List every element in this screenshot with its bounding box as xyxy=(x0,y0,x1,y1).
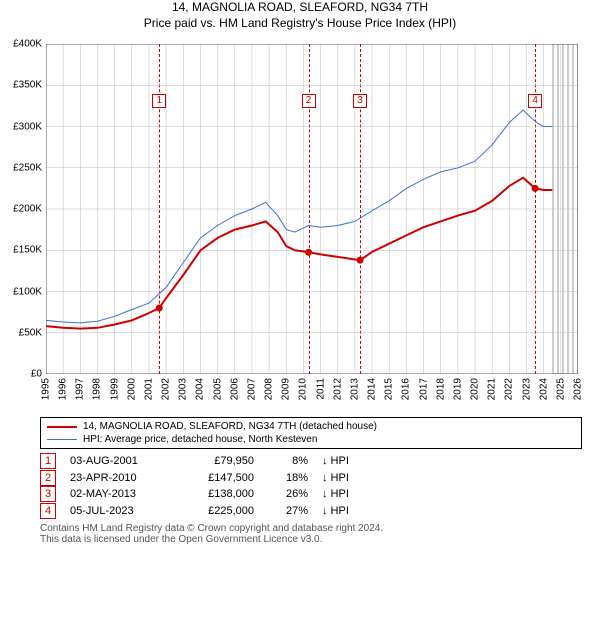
x-axis-tick: 2015 xyxy=(384,378,395,400)
transaction-price: £225,000 xyxy=(184,503,254,520)
y-axis-tick: £150K xyxy=(13,245,46,256)
y-axis-tick: £50K xyxy=(19,327,46,338)
transaction-price: £79,950 xyxy=(184,453,254,470)
transaction-date: 23-APR-2010 xyxy=(70,470,170,487)
transaction-date: 05-JUL-2023 xyxy=(70,503,170,520)
transaction-row: 2 23-APR-2010 £147,500 18% ↓ HPI xyxy=(40,470,582,487)
x-axis-tick: 2002 xyxy=(161,378,172,400)
transaction-index: 4 xyxy=(40,503,56,519)
footer-line2: This data is licensed under the Open Gov… xyxy=(40,534,582,545)
x-axis-tick: 2023 xyxy=(521,378,532,400)
transaction-delta: 8% xyxy=(268,453,308,470)
x-axis-tick: 2013 xyxy=(349,378,360,400)
x-axis-tick: 1997 xyxy=(75,378,86,400)
x-axis-tick: 2025 xyxy=(555,378,566,400)
transaction-row: 3 02-MAY-2013 £138,000 26% ↓ HPI xyxy=(40,486,582,503)
transaction-delta: 18% xyxy=(268,470,308,487)
y-axis-tick: £400K xyxy=(13,39,46,50)
legend-swatch xyxy=(47,426,77,428)
x-axis-tick: 1999 xyxy=(109,378,120,400)
x-axis-tick: 2018 xyxy=(435,378,446,400)
x-axis-tick: 1996 xyxy=(58,378,69,400)
y-axis-tick: £200K xyxy=(13,204,46,215)
x-axis-tick: 2008 xyxy=(264,378,275,400)
transaction-table: 1 03-AUG-2001 £79,950 8% ↓ HPI 2 23-APR-2010 £1… xyxy=(40,453,582,519)
transaction-index: 3 xyxy=(40,486,56,502)
legend-label: 14, MAGNOLIA ROAD, SLEAFORD, NG34 7TH (d… xyxy=(83,420,377,433)
x-axis-tick: 2019 xyxy=(452,378,463,400)
transaction-marker-label: 2 xyxy=(302,94,316,108)
transaction-date: 03-AUG-2001 xyxy=(70,453,170,470)
transaction-vs-hpi: ↓ HPI xyxy=(322,453,349,470)
legend-item: 14, MAGNOLIA ROAD, SLEAFORD, NG34 7TH (d… xyxy=(47,420,575,433)
x-axis-tick: 2003 xyxy=(178,378,189,400)
x-axis-tick: 2007 xyxy=(246,378,257,400)
x-axis-tick: 1998 xyxy=(92,378,103,400)
legend-label: HPI: Average price, detached house, Nort… xyxy=(83,433,317,446)
transaction-vs-hpi: ↓ HPI xyxy=(322,470,349,487)
x-axis-tick: 2009 xyxy=(281,378,292,400)
transaction-delta: 26% xyxy=(268,486,308,503)
legend-item: HPI: Average price, detached house, Nort… xyxy=(47,433,575,446)
x-axis-tick: 2016 xyxy=(401,378,412,400)
transaction-index: 2 xyxy=(40,470,56,486)
x-axis-tick: 2006 xyxy=(229,378,240,400)
transaction-price: £147,500 xyxy=(184,470,254,487)
x-axis-tick: 2004 xyxy=(195,378,206,400)
chart-legend: 14, MAGNOLIA ROAD, SLEAFORD, NG34 7TH (d… xyxy=(40,417,582,449)
y-axis-tick: £250K xyxy=(13,162,46,173)
x-axis-tick: 2001 xyxy=(143,378,154,400)
chart-plot-area: £0£50K£100K£150K£200K£250K£300K£350K£400… xyxy=(46,44,578,374)
title-line2: Price paid vs. HM Land Registry's House … xyxy=(0,16,600,32)
title-line1: 14, MAGNOLIA ROAD, SLEAFORD, NG34 7TH xyxy=(0,0,600,16)
transaction-delta: 27% xyxy=(268,503,308,520)
x-axis-tick: 2012 xyxy=(332,378,343,400)
y-axis-tick: £350K xyxy=(13,80,46,91)
x-axis-tick: 2005 xyxy=(212,378,223,400)
legend-swatch xyxy=(47,439,77,440)
x-axis-tick: 2010 xyxy=(298,378,309,400)
footer-line1: Contains HM Land Registry data © Crown c… xyxy=(40,523,582,534)
transaction-row: 4 05-JUL-2023 £225,000 27% ↓ HPI xyxy=(40,503,582,520)
y-axis-tick: £100K xyxy=(13,286,46,297)
transaction-marker-label: 4 xyxy=(528,94,542,108)
transaction-row: 1 03-AUG-2001 £79,950 8% ↓ HPI xyxy=(40,453,582,470)
transaction-vs-hpi: ↓ HPI xyxy=(322,486,349,503)
x-axis-tick: 2024 xyxy=(538,378,549,400)
chart-title: 14, MAGNOLIA ROAD, SLEAFORD, NG34 7TH Pr… xyxy=(0,0,600,31)
x-axis-tick: 2022 xyxy=(504,378,515,400)
x-axis-tick: 2021 xyxy=(487,378,498,400)
x-axis-tick: 2017 xyxy=(418,378,429,400)
x-axis-tick: 2020 xyxy=(470,378,481,400)
transaction-index: 1 xyxy=(40,453,56,469)
x-axis-tick: 2011 xyxy=(315,378,326,400)
transaction-price: £138,000 xyxy=(184,486,254,503)
x-axis-tick: 2000 xyxy=(126,378,137,400)
transaction-marker-label: 3 xyxy=(353,94,367,108)
y-axis-tick: £300K xyxy=(13,121,46,132)
transaction-date: 02-MAY-2013 xyxy=(70,486,170,503)
x-axis-tick: 2026 xyxy=(573,378,584,400)
transaction-vs-hpi: ↓ HPI xyxy=(322,503,349,520)
transaction-marker-label: 1 xyxy=(152,94,166,108)
x-axis-tick: 1995 xyxy=(41,378,52,400)
data-attribution: Contains HM Land Registry data © Crown c… xyxy=(40,523,582,545)
x-axis-tick: 2014 xyxy=(367,378,378,400)
